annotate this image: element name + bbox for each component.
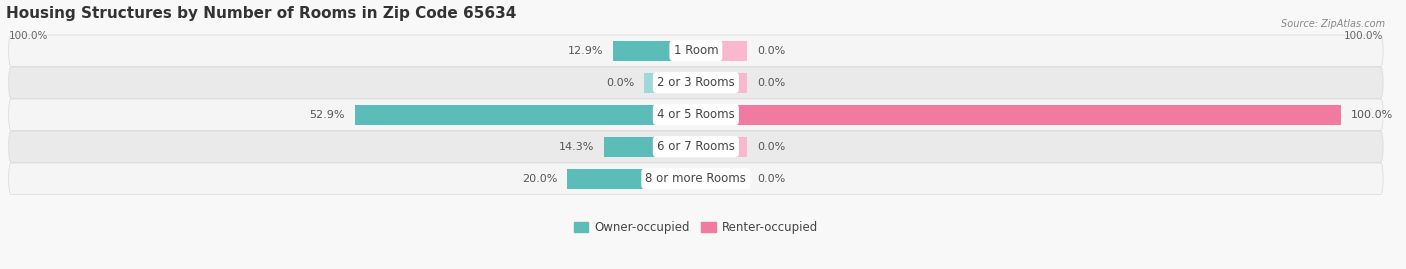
Text: 12.9%: 12.9% <box>568 46 603 56</box>
Text: 0.0%: 0.0% <box>758 46 786 56</box>
Text: 100.0%: 100.0% <box>1351 110 1393 120</box>
Bar <box>696 169 748 189</box>
FancyBboxPatch shape <box>8 99 1384 130</box>
Bar <box>567 169 696 189</box>
Bar <box>613 41 696 61</box>
Legend: Owner-occupied, Renter-occupied: Owner-occupied, Renter-occupied <box>569 216 823 239</box>
Text: 0.0%: 0.0% <box>606 78 634 88</box>
FancyBboxPatch shape <box>8 35 1384 66</box>
Text: 0.0%: 0.0% <box>758 174 786 184</box>
Text: 100.0%: 100.0% <box>8 31 48 41</box>
Bar <box>354 105 696 125</box>
Text: 2 or 3 Rooms: 2 or 3 Rooms <box>657 76 735 89</box>
Text: 100.0%: 100.0% <box>1344 31 1384 41</box>
Text: 8 or more Rooms: 8 or more Rooms <box>645 172 747 185</box>
Text: 4 or 5 Rooms: 4 or 5 Rooms <box>657 108 735 121</box>
Bar <box>603 137 696 157</box>
Bar <box>696 73 748 93</box>
FancyBboxPatch shape <box>8 131 1384 162</box>
Text: 1 Room: 1 Room <box>673 44 718 57</box>
Text: 0.0%: 0.0% <box>758 78 786 88</box>
Text: 14.3%: 14.3% <box>558 142 593 152</box>
Text: 20.0%: 20.0% <box>522 174 557 184</box>
Text: 6 or 7 Rooms: 6 or 7 Rooms <box>657 140 735 153</box>
FancyBboxPatch shape <box>8 163 1384 194</box>
Text: Housing Structures by Number of Rooms in Zip Code 65634: Housing Structures by Number of Rooms in… <box>6 6 516 20</box>
Text: 52.9%: 52.9% <box>309 110 344 120</box>
Bar <box>696 105 1341 125</box>
Bar <box>696 137 748 157</box>
Text: 0.0%: 0.0% <box>758 142 786 152</box>
Bar <box>696 41 748 61</box>
FancyBboxPatch shape <box>8 67 1384 98</box>
Text: Source: ZipAtlas.com: Source: ZipAtlas.com <box>1281 19 1385 29</box>
Bar <box>644 73 696 93</box>
